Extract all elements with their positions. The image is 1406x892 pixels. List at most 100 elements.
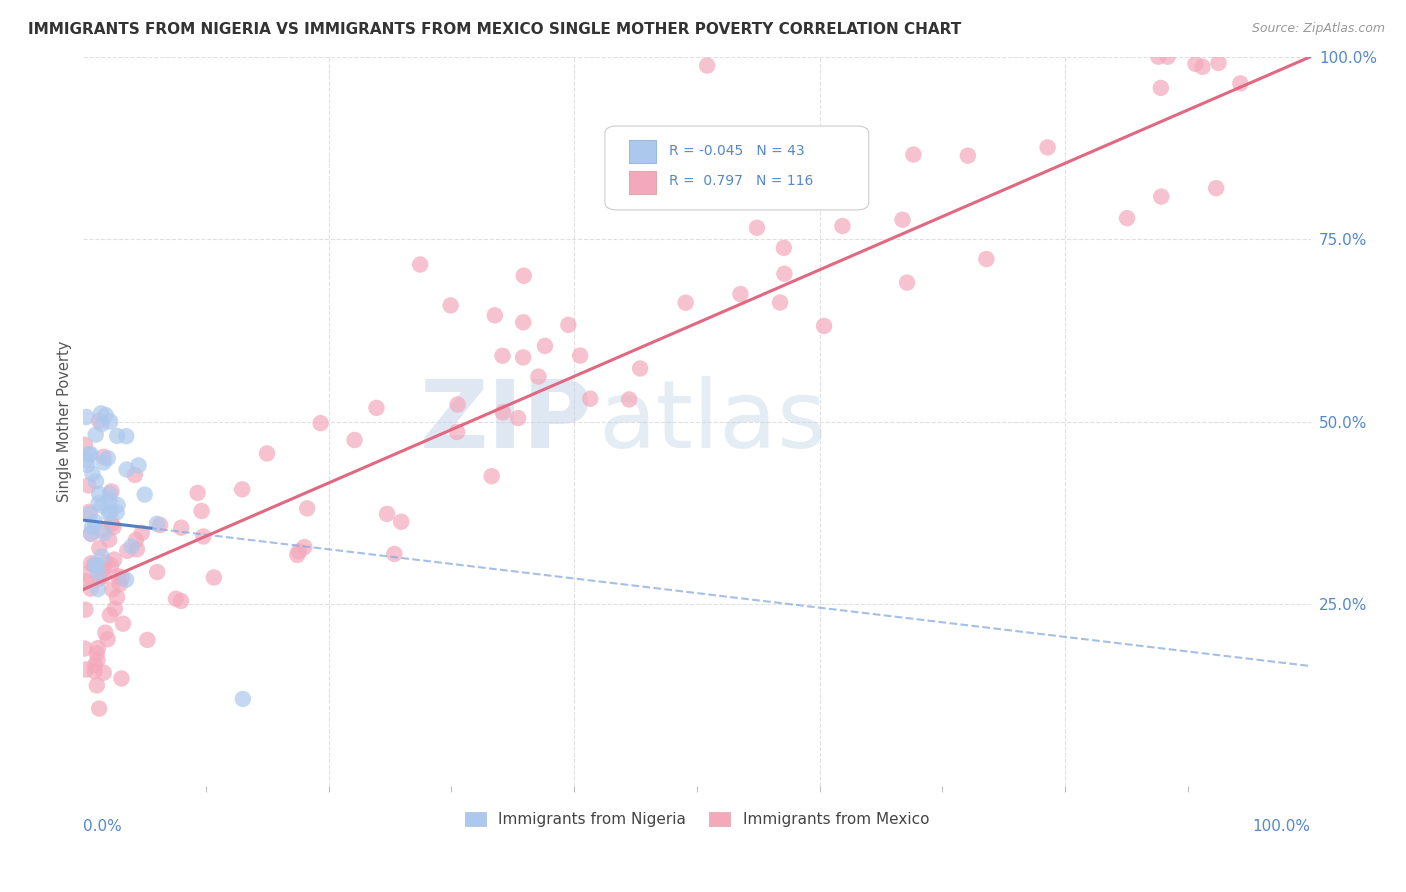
Point: [813, 318, 835, 333]
Point: [232, 692, 254, 706]
Point: [527, 369, 550, 384]
Point: [285, 548, 308, 562]
Point: [125, 533, 148, 547]
Point: [93, 665, 115, 680]
Point: [98, 507, 121, 521]
Point: [75, 663, 97, 677]
Point: [110, 672, 132, 686]
Point: [1150, 81, 1173, 95]
Point: [1229, 76, 1251, 90]
Point: [93, 526, 115, 541]
Point: [105, 591, 128, 605]
Point: [90, 549, 112, 564]
Point: [187, 486, 209, 500]
Point: [1184, 57, 1206, 71]
Point: [84, 427, 107, 442]
Text: IMMIGRANTS FROM NIGERIA VS IMMIGRANTS FROM MEXICO SINGLE MOTHER POVERTY CORRELAT: IMMIGRANTS FROM NIGERIA VS IMMIGRANTS FR…: [28, 22, 962, 37]
Point: [1208, 56, 1230, 70]
Point: [481, 469, 503, 483]
Point: [77, 478, 100, 492]
Point: [508, 411, 530, 425]
Point: [111, 616, 134, 631]
Point: [125, 542, 148, 557]
Point: [534, 339, 557, 353]
Point: [831, 219, 853, 233]
Text: Source: ZipAtlas.com: Source: ZipAtlas.com: [1251, 22, 1385, 36]
Point: [134, 487, 156, 501]
Point: [675, 295, 697, 310]
Point: [1205, 181, 1227, 195]
Point: [89, 541, 111, 556]
Point: [131, 525, 153, 540]
Point: [617, 392, 640, 407]
Point: [75, 453, 97, 467]
Point: [76, 458, 98, 472]
Point: [231, 483, 253, 497]
Point: [170, 521, 193, 535]
Point: [149, 518, 172, 533]
Point: [579, 392, 602, 406]
Point: [100, 558, 122, 573]
Point: [97, 451, 120, 466]
Point: [83, 665, 105, 679]
Text: 0.0%: 0.0%: [83, 820, 122, 834]
Point: [190, 504, 212, 518]
Point: [769, 295, 792, 310]
Point: [375, 507, 398, 521]
Point: [86, 678, 108, 692]
Point: [956, 148, 979, 162]
Point: [136, 632, 159, 647]
Point: [103, 520, 125, 534]
Point: [84, 475, 107, 489]
Point: [89, 701, 111, 715]
Point: [73, 641, 96, 656]
FancyBboxPatch shape: [605, 126, 869, 210]
Point: [100, 484, 122, 499]
Point: [83, 658, 105, 673]
Point: [94, 408, 117, 422]
Point: [569, 349, 592, 363]
Point: [696, 59, 718, 73]
Point: [193, 529, 215, 543]
Text: R = -0.045   N = 43: R = -0.045 N = 43: [669, 144, 804, 158]
Point: [491, 349, 513, 363]
Point: [100, 516, 122, 531]
Point: [75, 603, 97, 617]
Point: [77, 447, 100, 461]
Point: [1116, 211, 1139, 226]
Point: [896, 276, 918, 290]
Point: [80, 527, 103, 541]
FancyBboxPatch shape: [630, 140, 657, 163]
Point: [773, 267, 796, 281]
Point: [1157, 50, 1180, 64]
Point: [121, 540, 143, 554]
Point: [91, 569, 114, 583]
Point: [628, 361, 651, 376]
Point: [82, 467, 104, 481]
Point: [1147, 50, 1170, 64]
Point: [976, 252, 998, 266]
Point: [80, 556, 103, 570]
Point: [84, 558, 107, 573]
Point: [115, 462, 138, 476]
Point: [1191, 60, 1213, 74]
Point: [80, 520, 103, 534]
Point: [86, 646, 108, 660]
Point: [446, 425, 468, 439]
Point: [98, 533, 121, 547]
Point: [84, 558, 107, 572]
Point: [512, 315, 534, 329]
Point: [107, 569, 129, 583]
Point: [105, 429, 128, 443]
Point: [146, 565, 169, 579]
Point: [202, 570, 225, 584]
Point: [101, 582, 124, 597]
Point: [446, 398, 468, 412]
Point: [773, 241, 796, 255]
Point: [83, 558, 105, 572]
Point: [170, 594, 193, 608]
Point: [93, 455, 115, 469]
Point: [103, 552, 125, 566]
Point: [111, 570, 134, 584]
Text: 100.0%: 100.0%: [1253, 820, 1310, 834]
